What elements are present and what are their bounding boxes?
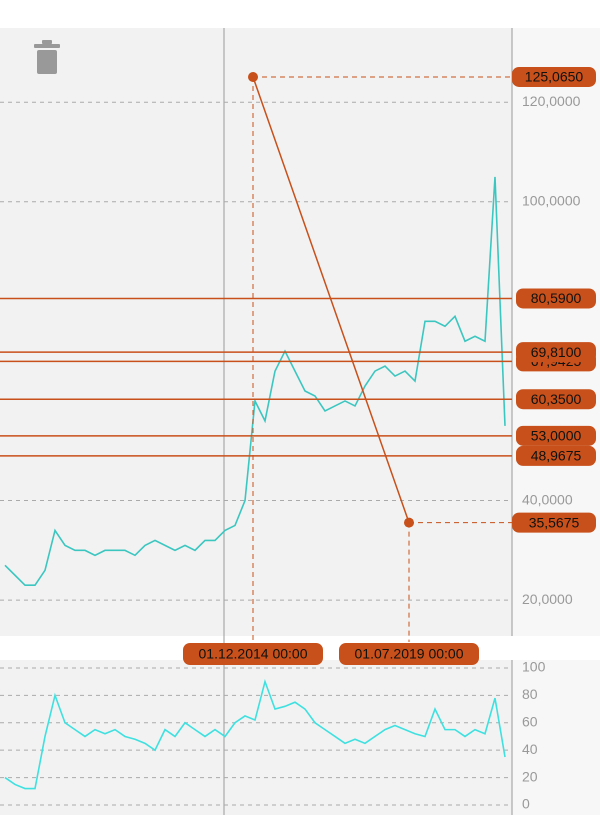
price-pane — [0, 28, 512, 636]
price-line — [4, 678, 506, 790]
price-axis-pane — [512, 28, 600, 636]
y-tick-label: 60 — [522, 713, 538, 729]
rsi-pane — [0, 660, 512, 815]
level-label: 80,5900 — [531, 290, 582, 306]
date-label: 01.07.2019 00:00 — [355, 646, 464, 662]
level-label-box — [516, 288, 596, 309]
trend-point — [404, 517, 414, 528]
y-tick-label: 80 — [522, 686, 538, 702]
y-tick-label: 100,0000 — [522, 192, 581, 208]
y-tick-label: 0 — [522, 796, 530, 812]
y-tick-label: 40 — [522, 741, 538, 757]
status-bar — [0, 0, 600, 28]
y-tick-label: 100 — [522, 659, 546, 675]
price-label: 125,0650 — [525, 69, 584, 85]
date-label-box — [183, 643, 323, 665]
price-label-box — [512, 512, 596, 533]
level-label-box — [516, 342, 596, 363]
level-label: 48,9675 — [531, 448, 582, 464]
y-tick-label: 20,0000 — [522, 591, 573, 607]
trash-icon[interactable] — [34, 40, 60, 74]
price-label: 35,5675 — [529, 514, 580, 530]
rsi-axis-pane — [512, 660, 600, 815]
level-label-box — [516, 425, 596, 446]
trend-point — [248, 71, 258, 82]
y-tick-label: 40,0000 — [522, 491, 573, 507]
price-line — [4, 176, 506, 587]
level-label: 53,0000 — [531, 428, 582, 444]
price-label-box — [512, 66, 596, 87]
level-label: 69,8100 — [531, 344, 582, 360]
trend-line — [252, 76, 410, 523]
y-tick-label: 20 — [522, 768, 538, 784]
level-label-box — [516, 445, 596, 466]
level-label-box — [516, 389, 596, 410]
date-label: 01.12.2014 00:00 — [199, 646, 308, 662]
date-label-box — [339, 643, 479, 665]
y-tick-label: 120,0000 — [522, 93, 581, 109]
level-label: 60,3500 — [531, 391, 582, 407]
